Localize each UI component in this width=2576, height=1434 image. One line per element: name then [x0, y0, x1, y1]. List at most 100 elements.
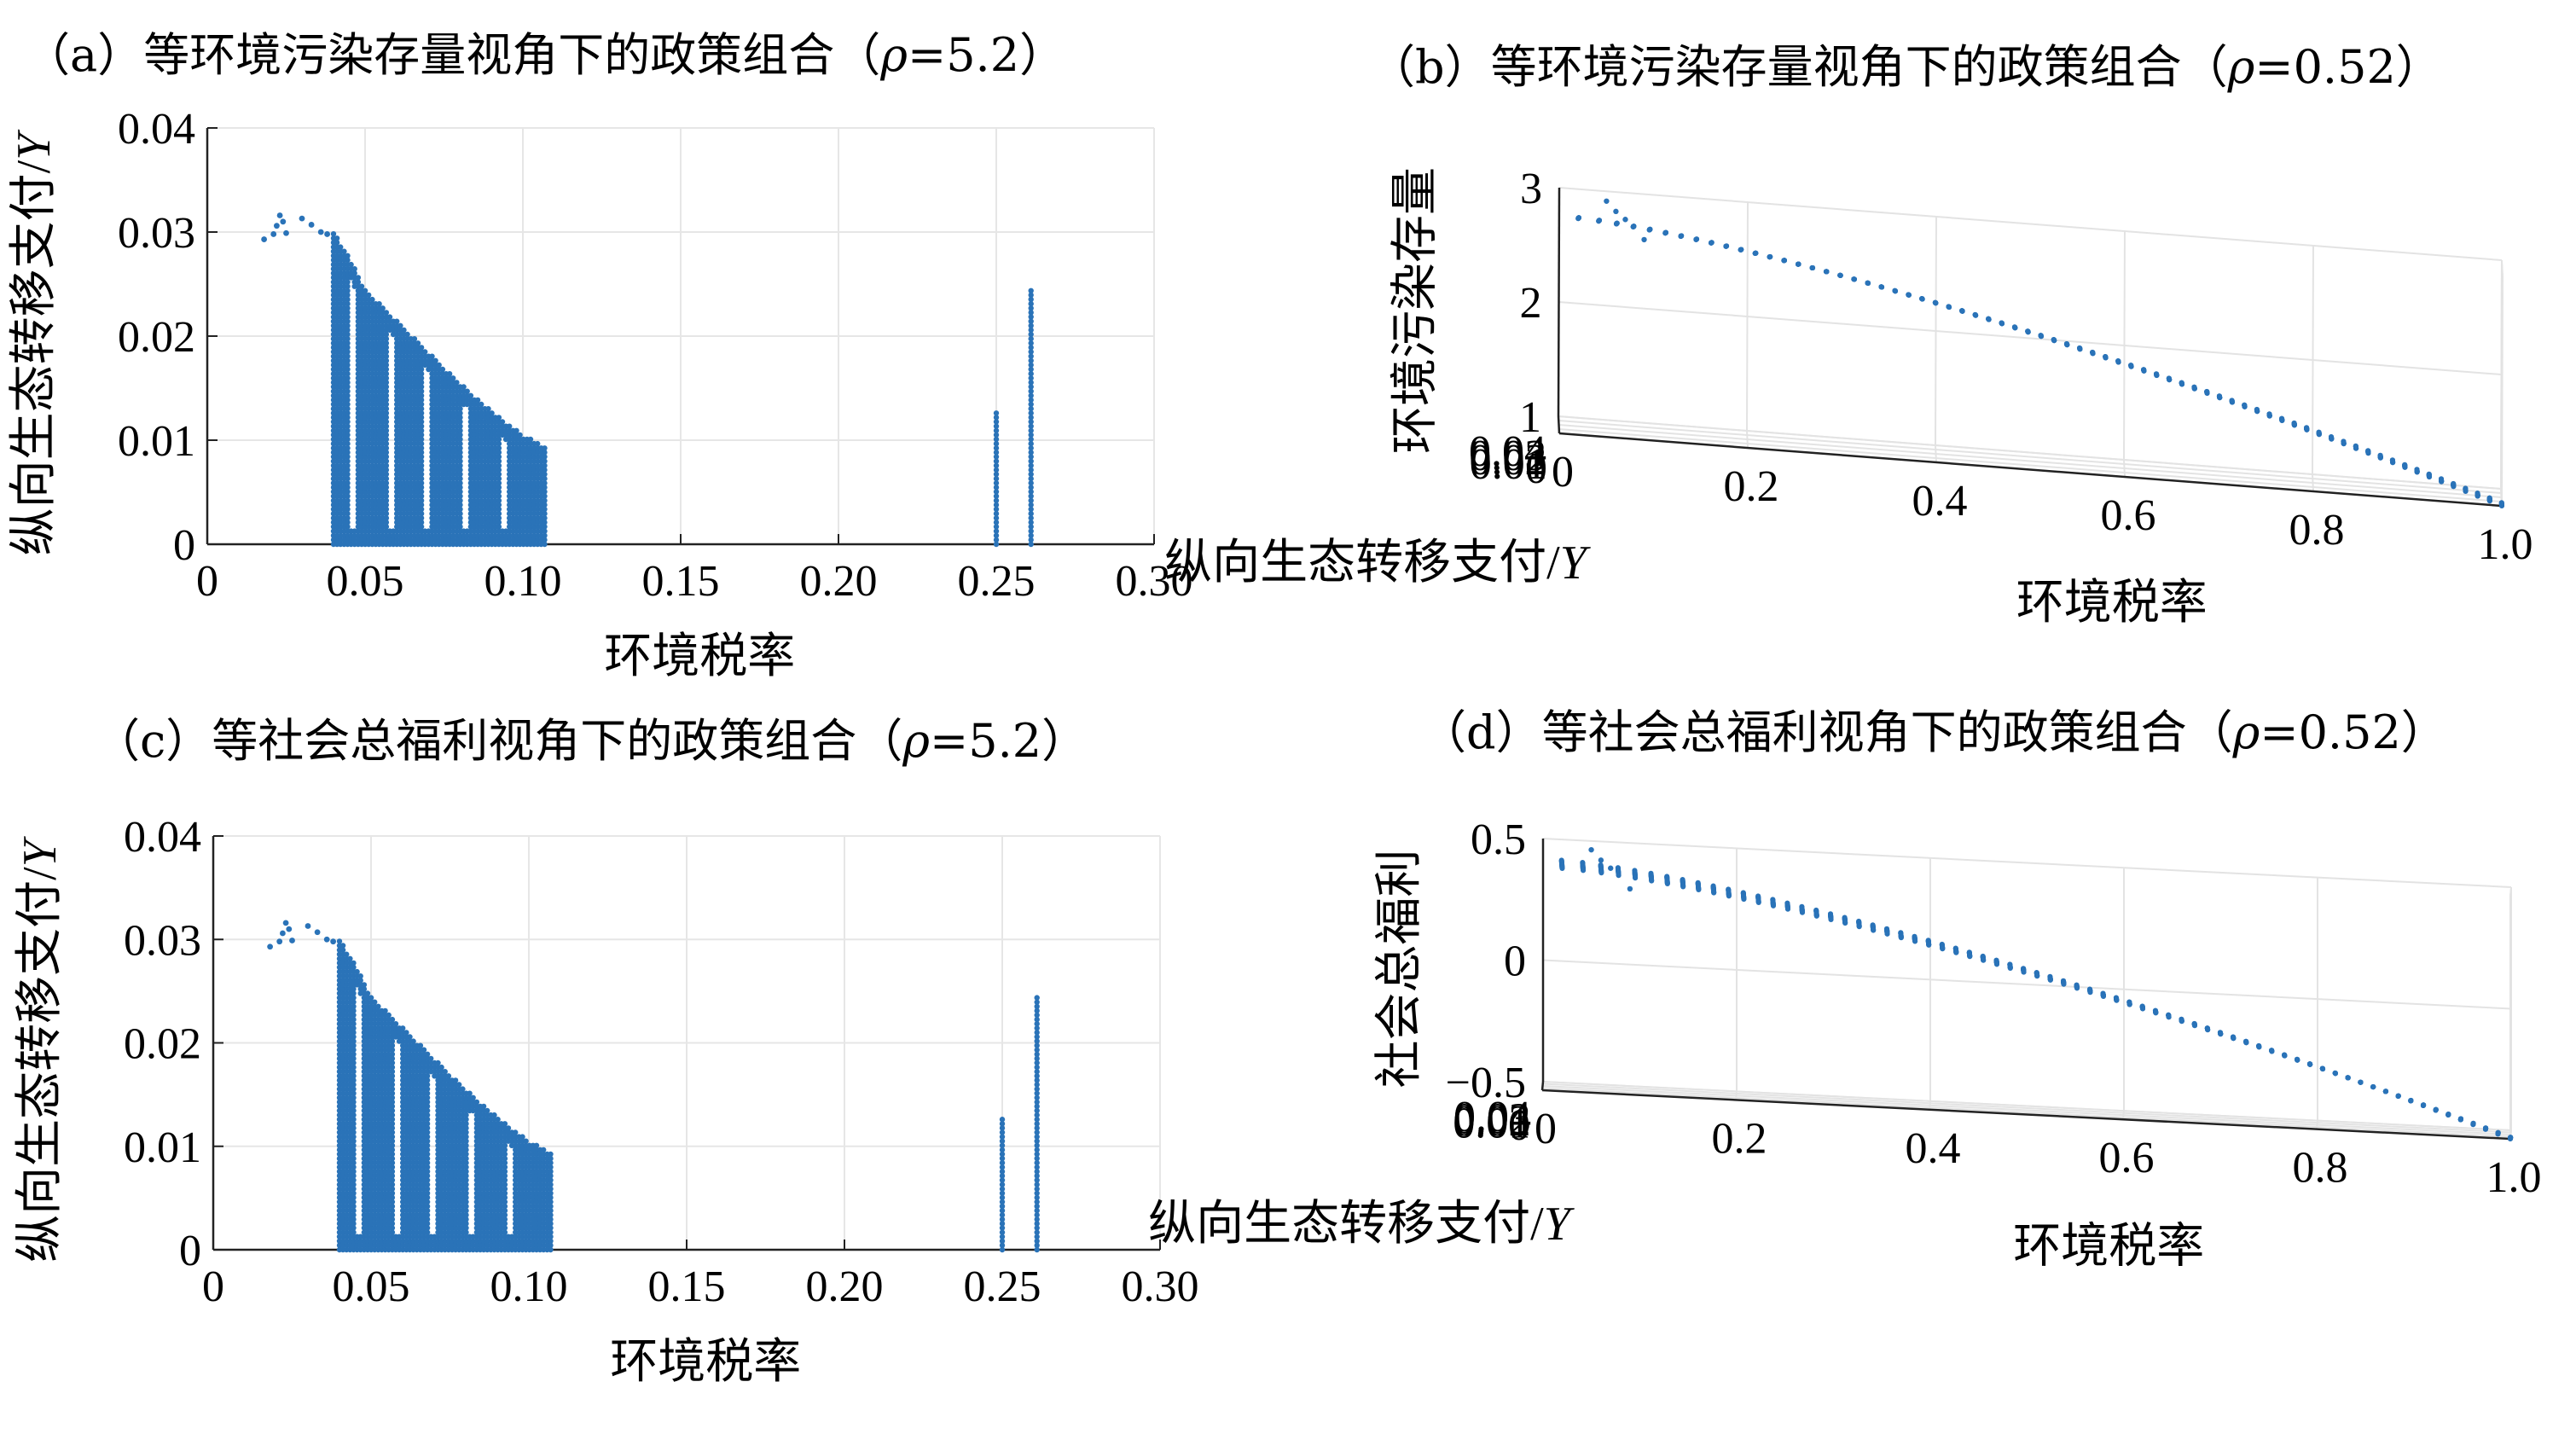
- panel-a-point: [457, 524, 463, 530]
- panel-a-point: [345, 292, 351, 299]
- panel-a-point: [457, 427, 463, 433]
- panel-a-point: [345, 454, 351, 460]
- panel-c-point: [389, 1121, 396, 1127]
- panel-b-grid: [1558, 187, 2503, 261]
- panel-b-point: [1596, 218, 1602, 224]
- panel-c-point: [361, 986, 368, 992]
- panel-c-point: [424, 1138, 431, 1144]
- panel-a-point: [383, 510, 390, 517]
- panel-a-point: [280, 218, 287, 225]
- panel-c-point: [424, 1177, 431, 1183]
- panel-c-point: [339, 943, 346, 949]
- panel-a-point: [457, 462, 463, 468]
- panel-c-point: [421, 1047, 427, 1053]
- panel-a-point: [345, 336, 351, 342]
- panel-a-point: [345, 322, 351, 328]
- panel-a-point: [1028, 489, 1034, 495]
- panel-c-point: [351, 1012, 357, 1019]
- panel-c-point: [351, 1038, 357, 1044]
- panel-a-ytick-label: 0.01: [118, 417, 195, 466]
- panel-a-point: [345, 450, 351, 456]
- panel-a-point: [457, 454, 463, 460]
- panel-a-point: [380, 305, 386, 311]
- panel-a-point: [1028, 405, 1034, 412]
- panel-c-point: [389, 1125, 396, 1131]
- panel-a-point: [1028, 537, 1034, 543]
- panel-a-point: [439, 366, 446, 373]
- panel-c-point: [424, 1099, 431, 1106]
- panel-a-point: [1028, 454, 1034, 460]
- panel-c-point: [351, 1208, 357, 1214]
- panel-c-point: [424, 1203, 431, 1210]
- panel-a-point: [418, 506, 425, 513]
- panel-b-xtick-label: 0: [1552, 448, 1574, 496]
- panel-a-point: [383, 397, 390, 403]
- panel-a-ylabel: 纵向生态转移支付/Y: [8, 129, 61, 556]
- panel-a-point: [351, 266, 357, 272]
- panel-a-point: [345, 510, 351, 517]
- panel-a-point: [542, 506, 548, 513]
- panel-a-point: [1028, 423, 1034, 429]
- panel-a-point: [383, 384, 390, 390]
- panel-a-point: [383, 366, 390, 373]
- panel-a-point: [467, 392, 474, 398]
- panel-a-point: [418, 454, 425, 460]
- panel-a-point: [1028, 392, 1034, 398]
- panel-a-point: [517, 432, 523, 438]
- panel-c-point: [428, 1055, 434, 1062]
- panel-a-point: [345, 362, 351, 369]
- panel-c-point: [351, 1199, 357, 1205]
- panel-c-ytick-label: 0: [179, 1227, 201, 1275]
- panel-c-point: [424, 1229, 431, 1235]
- panel-a-point: [345, 506, 351, 513]
- panel-a-point: [418, 380, 425, 386]
- panel-b-xtick-label: 0.2: [1724, 462, 1779, 511]
- panel-a-point: [418, 515, 425, 521]
- panel-c-point: [357, 978, 363, 984]
- panel-c-point: [470, 1094, 476, 1101]
- panel-a-point: [383, 310, 390, 316]
- panel-a-point: [436, 362, 442, 369]
- panel-c-point: [502, 1121, 508, 1127]
- panel-a-xtick-label: 0.05: [327, 557, 404, 606]
- panel-c-ytick-label: 0.03: [124, 916, 201, 965]
- panel-c-xtick-label: 0: [202, 1263, 224, 1311]
- panel-a-point: [418, 419, 425, 425]
- panel-a-point: [542, 493, 548, 499]
- panel-a-point: [334, 235, 340, 241]
- panel-a-point: [418, 415, 425, 421]
- panel-a-point: [496, 502, 502, 508]
- panel-c-point: [424, 1125, 431, 1131]
- panel-c-point: [351, 995, 357, 1001]
- panel-c-point: [351, 1138, 357, 1144]
- panel-a-point: [457, 471, 463, 478]
- panel-c-point: [351, 1112, 357, 1118]
- panel-c-point: [389, 1181, 396, 1187]
- panel-a-point: [418, 366, 425, 373]
- panel-a-point: [1028, 410, 1034, 416]
- panel-c-ytick-label: 0.04: [124, 813, 201, 862]
- panel-c-ylabel: 纵向生态转移支付/Y: [14, 835, 67, 1263]
- panel-c-point: [1034, 995, 1040, 1001]
- panel-c-point: [456, 1082, 462, 1088]
- panel-a-point: [345, 305, 351, 311]
- panel-c-point: [389, 1221, 396, 1227]
- panel-a-point: [383, 388, 390, 394]
- panel-c-point: [424, 1216, 431, 1222]
- panel-a-point: [418, 410, 425, 416]
- panel-a-point: [993, 506, 1000, 513]
- panel-a-point: [527, 436, 534, 443]
- panel-a-point: [1028, 471, 1034, 478]
- panel-c-ytick-label: 0.02: [124, 1020, 201, 1069]
- panel-a-point: [345, 440, 351, 447]
- panel-c-point: [351, 1016, 357, 1023]
- panel-c-point: [276, 938, 283, 945]
- panel-a-point: [993, 480, 1000, 486]
- panel-a-point: [1028, 458, 1034, 464]
- panel-c-point: [351, 1159, 357, 1166]
- panel-a-point: [362, 287, 368, 293]
- panel-a-point: [499, 419, 506, 425]
- panel-a-point: [1028, 436, 1034, 443]
- panel-a-point: [993, 502, 1000, 508]
- panel-c-point: [445, 1073, 452, 1079]
